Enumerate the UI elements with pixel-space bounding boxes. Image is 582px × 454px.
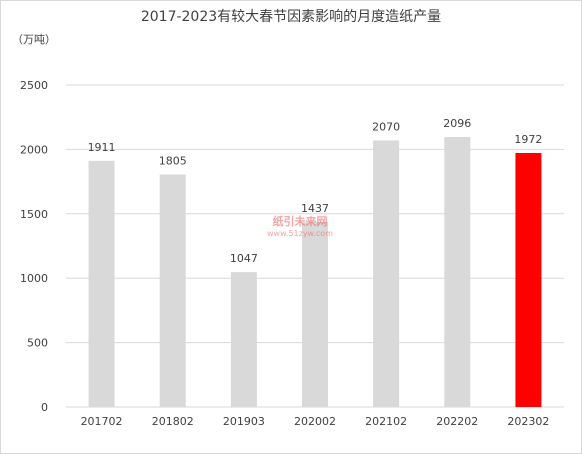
data-label: 2070 (372, 120, 400, 133)
y-tick-label: 2500 (20, 79, 48, 92)
bars (88, 137, 542, 407)
data-label: 1437 (301, 202, 329, 215)
bar (159, 174, 186, 407)
bar (515, 153, 542, 407)
y-tick-label: 2000 (20, 143, 48, 156)
x-tick-label: 201702 (81, 415, 123, 428)
bar (88, 160, 115, 407)
watermark-brand: 纸引未来网 (273, 214, 328, 228)
gridlines (66, 84, 564, 408)
y-tick-label: 1500 (20, 208, 48, 221)
chart-title: 2017-2023有较大春节因素影响的月度造纸产量 (141, 9, 441, 25)
y-tick-label: 500 (27, 337, 48, 350)
data-label: 1972 (514, 133, 542, 146)
data-label: 1805 (159, 155, 187, 168)
y-tick-label: 1000 (20, 272, 48, 285)
x-tick-label: 202102 (365, 415, 407, 428)
x-tick-label: 202202 (436, 415, 478, 428)
data-label: 1047 (230, 252, 258, 265)
y-tick-label: 0 (41, 401, 48, 414)
x-axis-ticks: 201702 201802 201903 202002 202102 202202 2023… (81, 415, 550, 428)
data-labels: 1911 1805 1047 1437 2070 2096 1972 (88, 117, 543, 265)
bar (444, 137, 471, 407)
x-tick-label: 201903 (223, 415, 265, 428)
bar (373, 140, 400, 407)
data-label: 1911 (88, 141, 116, 154)
watermark-url: www.51zyw.com (267, 229, 333, 238)
watermark: 纸引未来网 www.51zyw.com (267, 214, 333, 238)
x-tick-label: 201802 (152, 415, 194, 428)
y-axis-ticks: 0 500 1000 1500 2000 2500 (20, 79, 48, 414)
bar (230, 272, 257, 407)
x-tick-label: 202302 (507, 415, 549, 428)
bar (302, 221, 328, 407)
data-label: 2096 (443, 117, 471, 130)
y-axis-unit-label: （万吨） (12, 33, 56, 46)
x-tick-label: 202002 (294, 415, 336, 428)
